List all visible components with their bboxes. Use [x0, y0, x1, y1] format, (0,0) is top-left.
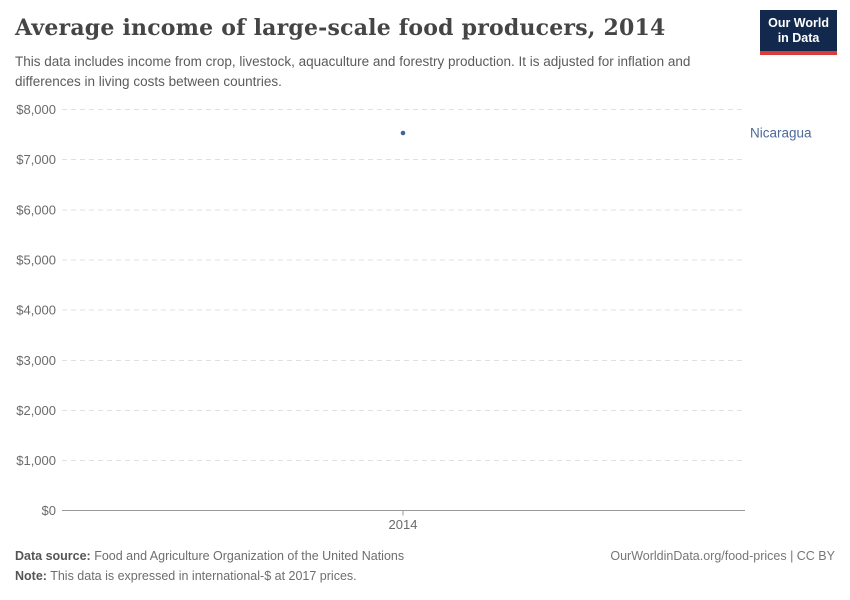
ytick-5000: $5,000	[16, 253, 56, 268]
footer-note-text: This data is expressed in international-…	[46, 569, 357, 583]
ytick-1000: $1,000	[16, 453, 56, 468]
scatter-plot: $8,000 $7,000 $6,000 $5,000 $4,000 $3,00…	[16, 102, 812, 532]
footer-note-label: Note:	[15, 569, 47, 583]
footer-source-label: Data source:	[15, 549, 91, 563]
entity-label-nicaragua[interactable]: Nicaragua	[750, 126, 812, 141]
ytick-8000: $8,000	[16, 102, 56, 117]
footer-note: Note: This data is expressed in internat…	[15, 569, 357, 583]
xtick-label-2014: 2014	[389, 517, 418, 532]
owid-logo[interactable]: Our World in Data	[760, 10, 837, 55]
ytick-2000: $2,000	[16, 403, 56, 418]
owid-logo-line2: in Data	[777, 31, 820, 45]
ytick-0: $0	[42, 503, 56, 518]
ytick-3000: $3,000	[16, 353, 56, 368]
footer-data-source: Data source: Food and Agriculture Organi…	[15, 549, 404, 563]
footer-source-text: Food and Agriculture Organization of the…	[90, 549, 405, 563]
datapoint-nicaragua-2014[interactable]	[400, 130, 406, 136]
chart-subtitle: This data includes income from crop, liv…	[15, 54, 691, 89]
ytick-6000: $6,000	[16, 203, 56, 218]
chart-title: Average income of large-scale food produ…	[15, 15, 666, 41]
ytick-7000: $7,000	[16, 152, 56, 167]
footer-citation-link[interactable]: OurWorldinData.org/food-prices | CC BY	[610, 549, 835, 563]
ytick-4000: $4,000	[16, 303, 56, 318]
owid-logo-line1: Our World	[768, 16, 829, 30]
